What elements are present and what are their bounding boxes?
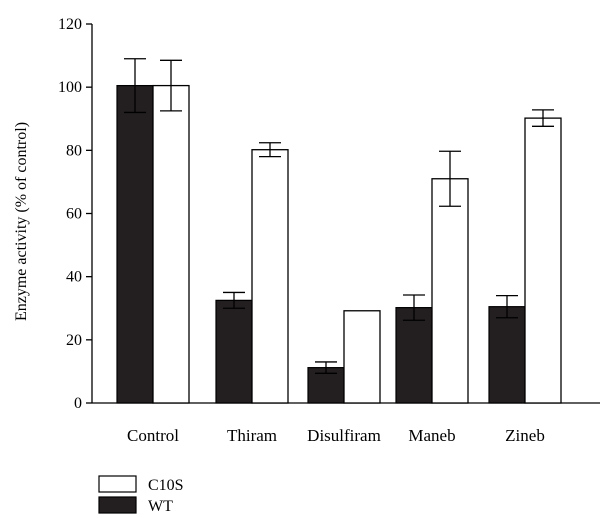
y-tick-label: 40 [66, 269, 82, 286]
x-category-label: Control [127, 426, 179, 445]
y-tick-label: 100 [58, 79, 82, 96]
y-ticks: 0 20 40 60 80 100 120 [58, 16, 92, 412]
x-category-label: Maneb [408, 426, 455, 445]
category-labels: Control Thiram Disulfiram Maneb Zineb [127, 426, 545, 445]
legend-label-c10s: C10S [148, 477, 184, 494]
y-tick-label: 80 [66, 142, 82, 159]
y-axis-title: Enzyme activity (% of control) [13, 122, 30, 321]
x-category-label: Disulfiram [307, 426, 381, 445]
y-tick-label: 20 [66, 332, 82, 349]
bar-c10s-control [152, 84, 190, 404]
x-category-label: Thiram [227, 426, 277, 445]
legend-swatch-wt [98, 496, 137, 514]
legend-swatch-c10s [98, 475, 137, 493]
x-category-label: Zineb [505, 426, 545, 445]
y-tick-label: 60 [66, 206, 82, 223]
bar-c10s-thiram [251, 149, 289, 404]
bar-c10s-maneb [431, 178, 469, 404]
bar-wt-control [116, 84, 154, 404]
bar-wt-maneb [395, 307, 433, 404]
bar-wt-thiram [215, 299, 253, 404]
y-tick-label: 120 [58, 16, 82, 33]
bar-wt-zineb [488, 306, 526, 404]
bars [116, 58, 562, 404]
bar-c10s-disulfiram [343, 310, 381, 404]
legend: C10S WT [98, 475, 184, 515]
legend-label-wt: WT [148, 498, 173, 515]
y-tick-label: 0 [74, 395, 82, 412]
bar-c10s-zineb [524, 117, 562, 404]
